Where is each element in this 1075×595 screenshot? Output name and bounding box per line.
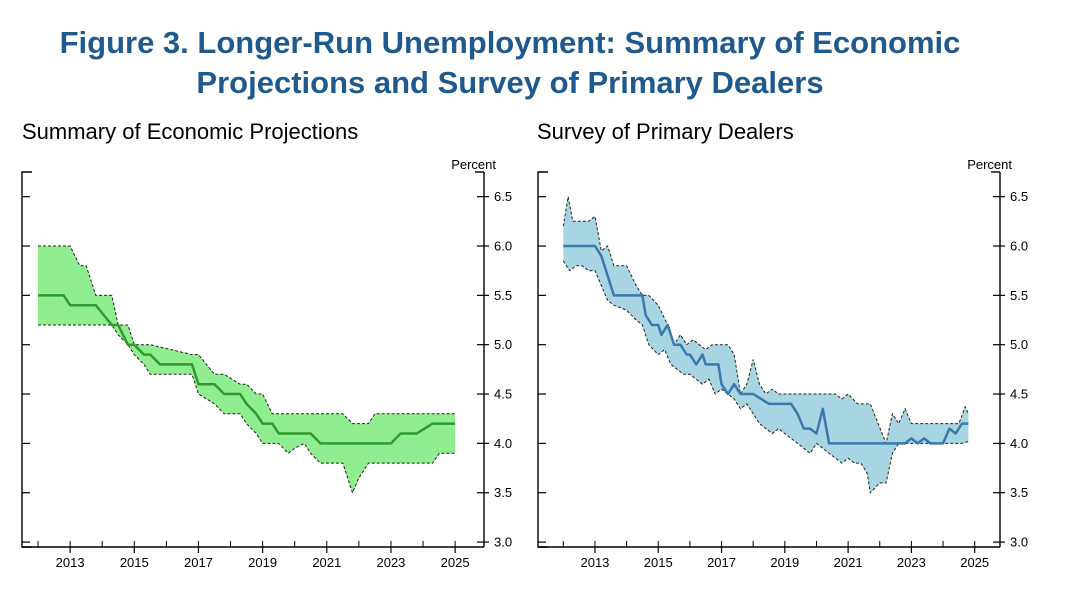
y-tick-label: 5.5 (494, 288, 512, 303)
x-tick-label: 2025 (960, 555, 989, 570)
unit-label: Percent (967, 157, 1012, 172)
x-tick-label: 2023 (897, 555, 926, 570)
range-band (563, 196, 969, 493)
y-tick-label: 6.0 (1010, 239, 1028, 254)
x-tick-label: 2023 (376, 555, 405, 570)
x-tick-label: 2021 (312, 555, 341, 570)
upper-bound-line (562, 196, 969, 446)
unit-label: Percent (451, 157, 496, 172)
y-tick-label: 6.0 (494, 239, 512, 254)
x-tick-label: 2019 (770, 555, 799, 570)
x-tick-label: 2017 (707, 555, 736, 570)
left-frame-bracket (21, 171, 32, 548)
y-tick-label: 3.0 (1010, 535, 1028, 550)
sep-chart-title: Summary of Economic Projections (22, 119, 359, 144)
range-band (38, 246, 456, 493)
left-frame-bracket (537, 171, 548, 548)
y-tick-label: 5.0 (494, 337, 512, 352)
y-tick-label: 3.5 (494, 485, 512, 500)
figure-title-line-2: Projections and Survey of Primary Dealer… (196, 65, 824, 100)
x-tick-label: 2015 (120, 555, 149, 570)
x-tick-label: 2019 (248, 555, 277, 570)
x-tick-label: 2013 (56, 555, 85, 570)
y-tick-label: 6.5 (1010, 189, 1028, 204)
x-tick-label: 2013 (580, 555, 609, 570)
y-tick-label: 4.0 (494, 436, 512, 451)
y-tick-label: 4.5 (1010, 387, 1028, 402)
y-tick-label: 3.0 (494, 535, 512, 550)
median-line (563, 244, 969, 445)
lower-bound-line (562, 260, 969, 494)
x-tick-label: 2017 (184, 555, 213, 570)
lower-bound-line (38, 324, 456, 495)
y-tick-label: 6.5 (494, 189, 512, 204)
upper-bound-line (38, 245, 456, 425)
pd-chart-title: Survey of Primary Dealers (537, 119, 794, 144)
sep-chart: 3.0 3.5 4.0 4.5 5.0 5.5 6.0 6.5 Percent 2013 2015 2… (21, 157, 512, 570)
y-tick-label: 5.5 (1010, 288, 1028, 303)
pd-chart: 3.0 3.5 4.0 4.5 5.0 5.5 6.0 6.5 Percent 2013 2015 2… (537, 157, 1028, 570)
x-tick-label: 2025 (441, 555, 470, 570)
x-tick-label: 2021 (834, 555, 863, 570)
y-tick-label: 4.0 (1010, 436, 1028, 451)
y-tick-label: 4.5 (494, 387, 512, 402)
median-line (38, 294, 456, 445)
y-tick-label: 5.0 (1010, 337, 1028, 352)
figure-title-line-1: Figure 3. Longer-Run Unemployment: Summa… (59, 25, 961, 60)
y-tick-label: 3.5 (1010, 485, 1028, 500)
x-tick-label: 2015 (644, 555, 673, 570)
